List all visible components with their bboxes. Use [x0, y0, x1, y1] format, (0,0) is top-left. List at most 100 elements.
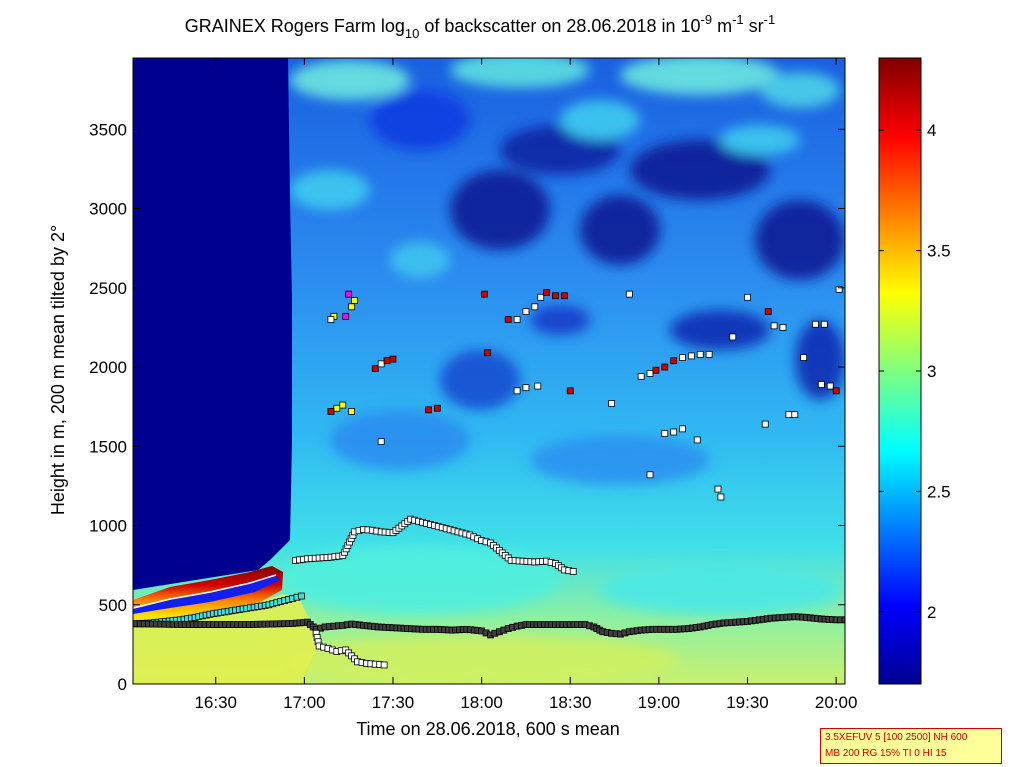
y-tick-label: 1500 [89, 437, 127, 456]
low-signal-region [133, 58, 292, 590]
layer-marker [569, 568, 577, 575]
scatter-point [339, 401, 347, 409]
x-axis-label: Time on 28.06.2018, 600 s mean [356, 719, 620, 739]
chart-title: GRAINEX Rogers Farm log10 of backscatter… [185, 12, 775, 41]
y-tick-label: 2000 [89, 358, 127, 377]
scatter-point [761, 420, 769, 428]
scatter-point [513, 316, 521, 323]
processing-info-box: 3.5XEFUV 5 [100 2500] NH 600 MB 200 RG 1… [820, 728, 1002, 764]
scatter-point [705, 350, 713, 358]
scatter-point [566, 387, 574, 395]
colorbar-tick-label: 2 [927, 603, 936, 622]
y-tick-label: 3500 [89, 120, 127, 139]
scatter-point [433, 404, 441, 412]
scatter-point [560, 292, 568, 300]
detected-layers [133, 515, 845, 669]
scatter-point [717, 493, 725, 501]
scatter-point [729, 333, 737, 341]
colorbar-tick-label: 3 [927, 362, 936, 381]
surface-layer [133, 594, 320, 684]
x-tick-label: 19:00 [638, 693, 681, 712]
y-tick-label: 1000 [89, 517, 127, 536]
scatter-point [652, 366, 660, 374]
scatter-point [646, 369, 654, 377]
scatter-point [345, 290, 353, 298]
layer-series [312, 629, 388, 669]
scatter-point [383, 357, 391, 365]
scatter-point [351, 297, 358, 304]
scatter-point [348, 408, 356, 415]
scatter-point [800, 354, 808, 361]
y-tick-label: 2500 [89, 279, 127, 298]
scatter-point [779, 324, 787, 331]
scatter-point [513, 387, 521, 395]
plot-frame [132, 57, 846, 685]
scatter-point [481, 290, 488, 298]
scatter-point [534, 382, 542, 390]
scatter-point [327, 408, 335, 415]
boundary-layer-core [133, 576, 280, 614]
scatter-point [371, 365, 379, 373]
layer-series [292, 515, 577, 575]
scatter-point [693, 436, 701, 444]
scatter-point [835, 285, 843, 293]
x-axis: 16:30 17:00 17:30 18:00 18:30 19:00 19:30 20:00 [194, 58, 857, 712]
scatter-point [764, 308, 772, 315]
scatter-point [679, 354, 686, 361]
scatter-point [670, 428, 678, 436]
colorbar-tick-label: 4 [927, 121, 936, 140]
y-tick-label: 0 [118, 675, 127, 694]
y-tick-label: 3000 [89, 200, 127, 219]
backscatter-heatmap [133, 58, 845, 684]
colorbar-axis: 2 2.5 3 3.5 4 [879, 121, 951, 622]
x-tick-label: 20:00 [815, 693, 858, 712]
x-tick-label: 18:30 [549, 693, 592, 712]
scatter-point [696, 350, 704, 358]
x-tick-label: 18:00 [460, 693, 503, 712]
colorbar [879, 58, 921, 684]
scatter-point [820, 320, 828, 328]
scatter-point [377, 438, 385, 445]
info-line-2: MB 200 RG 15% TI 0 HI 15 [825, 748, 947, 759]
scatter-point [342, 312, 350, 320]
y-axis: 0 500 1000 1500 2000 2500 3000 3500 [89, 120, 845, 694]
scatter-point [377, 360, 385, 368]
scatter-point [537, 293, 545, 301]
scatter-point [661, 363, 669, 371]
scatter-point [484, 349, 491, 357]
x-tick-label: 17:00 [283, 693, 326, 712]
scatter-point [791, 411, 799, 418]
detected-points [327, 285, 843, 501]
scatter-point [744, 293, 751, 301]
scatter-point [327, 316, 335, 323]
colorbar-tick-label: 3.5 [927, 242, 951, 261]
x-tick-label: 17:30 [372, 693, 415, 712]
scatter-point [637, 373, 645, 380]
x-tick-label: 19:30 [726, 693, 769, 712]
scatter-point [826, 382, 834, 390]
scatter-point [425, 406, 432, 414]
scatter-point [661, 430, 669, 438]
scatter-point [504, 316, 512, 323]
layer-marker [841, 616, 845, 624]
scatter-point [552, 292, 559, 300]
scatter-point [625, 290, 633, 298]
scatter-point [679, 425, 686, 433]
scatter-point [812, 320, 819, 328]
scatter-point [770, 322, 778, 330]
scatter-point [817, 381, 825, 388]
boundary-layer-top-line [133, 574, 277, 609]
scatter-point [389, 355, 397, 363]
scatter-point [543, 289, 551, 296]
scatter-point [608, 400, 616, 407]
scatter-point [522, 308, 530, 315]
scatter-point [714, 485, 722, 493]
scatter-point [531, 303, 539, 311]
scatter-point [832, 387, 840, 395]
scatter-point [670, 357, 678, 365]
scatter-point [522, 384, 530, 392]
scatter-point [333, 404, 341, 412]
scatter-point [785, 411, 793, 418]
scatter-point [687, 352, 695, 360]
